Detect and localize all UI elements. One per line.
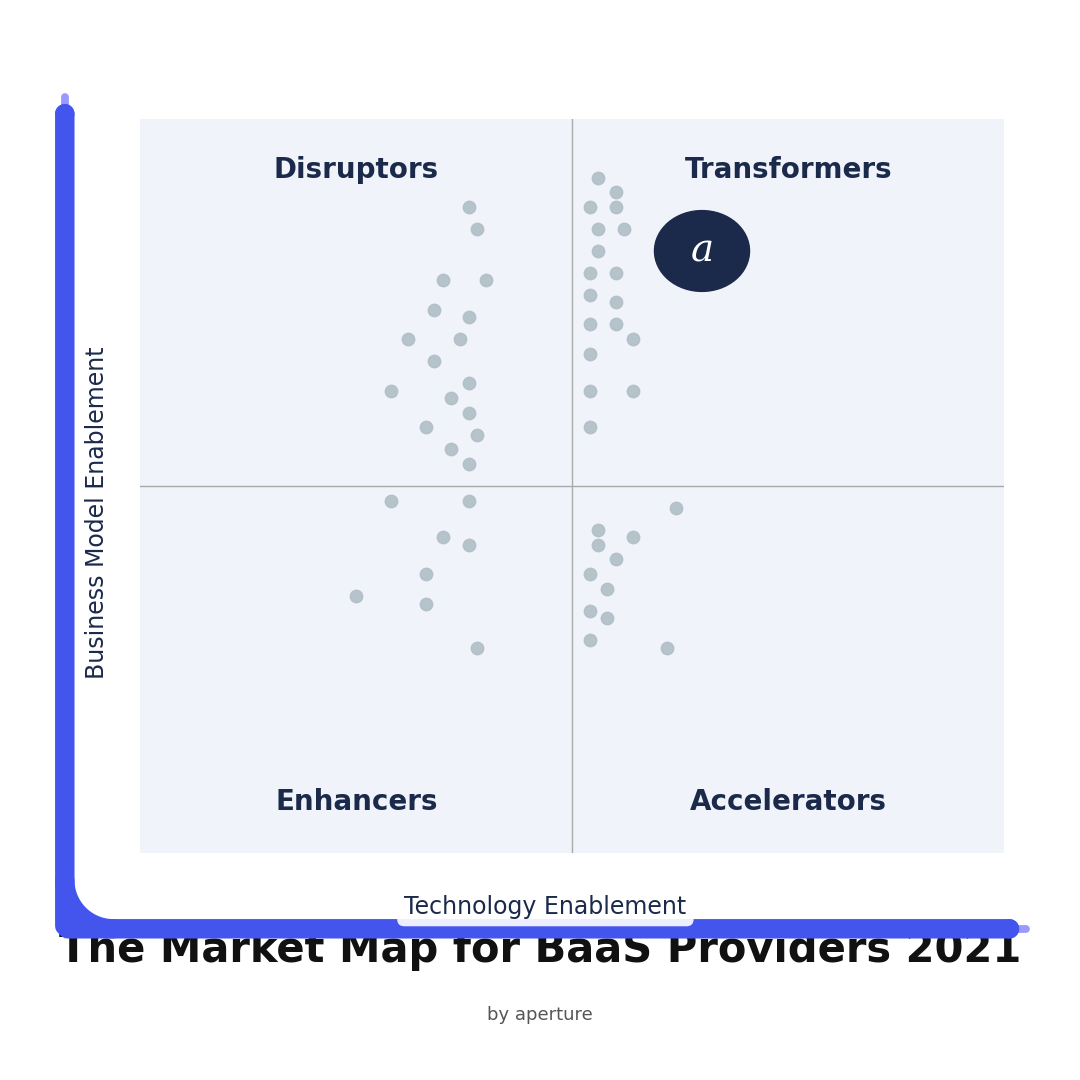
Text: The Market Map for BaaS Providers 2021: The Market Map for BaaS Providers 2021 (58, 930, 1022, 971)
Point (581, 346, 598, 363)
Point (460, 492, 477, 510)
Point (382, 382, 400, 400)
Point (659, 639, 676, 657)
Point (711, 265, 728, 282)
Text: Business Model Enablement: Business Model Enablement (85, 347, 109, 679)
Point (460, 375, 477, 392)
Point (667, 499, 685, 516)
Point (607, 184, 624, 201)
Point (434, 272, 451, 289)
Point (348, 588, 365, 605)
Point (426, 352, 443, 369)
FancyBboxPatch shape (140, 119, 1004, 853)
Point (590, 168, 607, 186)
Text: Technology Enablement: Technology Enablement (404, 895, 687, 919)
Point (469, 220, 486, 238)
Point (590, 220, 607, 238)
Point (616, 220, 633, 238)
Point (443, 441, 460, 458)
Point (590, 242, 607, 259)
Point (607, 265, 624, 282)
Text: Disruptors: Disruptors (274, 157, 438, 185)
Point (477, 272, 495, 289)
Point (598, 609, 616, 626)
Point (581, 199, 598, 216)
Point (581, 632, 598, 649)
Point (581, 382, 598, 400)
Point (581, 315, 598, 333)
Point (590, 536, 607, 553)
Point (624, 529, 642, 546)
Point (607, 294, 624, 311)
Point (607, 199, 624, 216)
Point (460, 536, 477, 553)
Point (581, 265, 598, 282)
Text: a: a (690, 232, 714, 270)
Point (460, 309, 477, 326)
Point (417, 566, 434, 583)
Point (469, 426, 486, 443)
Point (417, 419, 434, 436)
Point (451, 330, 469, 348)
Point (607, 551, 624, 568)
Point (581, 419, 598, 436)
Text: Enhancers: Enhancers (275, 787, 437, 815)
Point (581, 603, 598, 620)
Point (426, 301, 443, 319)
Point (607, 315, 624, 333)
Point (443, 389, 460, 406)
Text: by aperture: by aperture (487, 1007, 593, 1024)
Point (400, 330, 417, 348)
Point (624, 382, 642, 400)
Point (581, 286, 598, 303)
Point (469, 639, 486, 657)
Text: Accelerators: Accelerators (690, 787, 887, 815)
Point (581, 566, 598, 583)
Point (460, 456, 477, 473)
Point (382, 492, 400, 510)
Text: Transformers: Transformers (685, 157, 892, 185)
Point (598, 580, 616, 597)
Circle shape (654, 211, 750, 292)
Point (590, 522, 607, 539)
Point (434, 529, 451, 546)
Point (624, 330, 642, 348)
Point (460, 199, 477, 216)
Point (460, 404, 477, 421)
Point (417, 595, 434, 612)
